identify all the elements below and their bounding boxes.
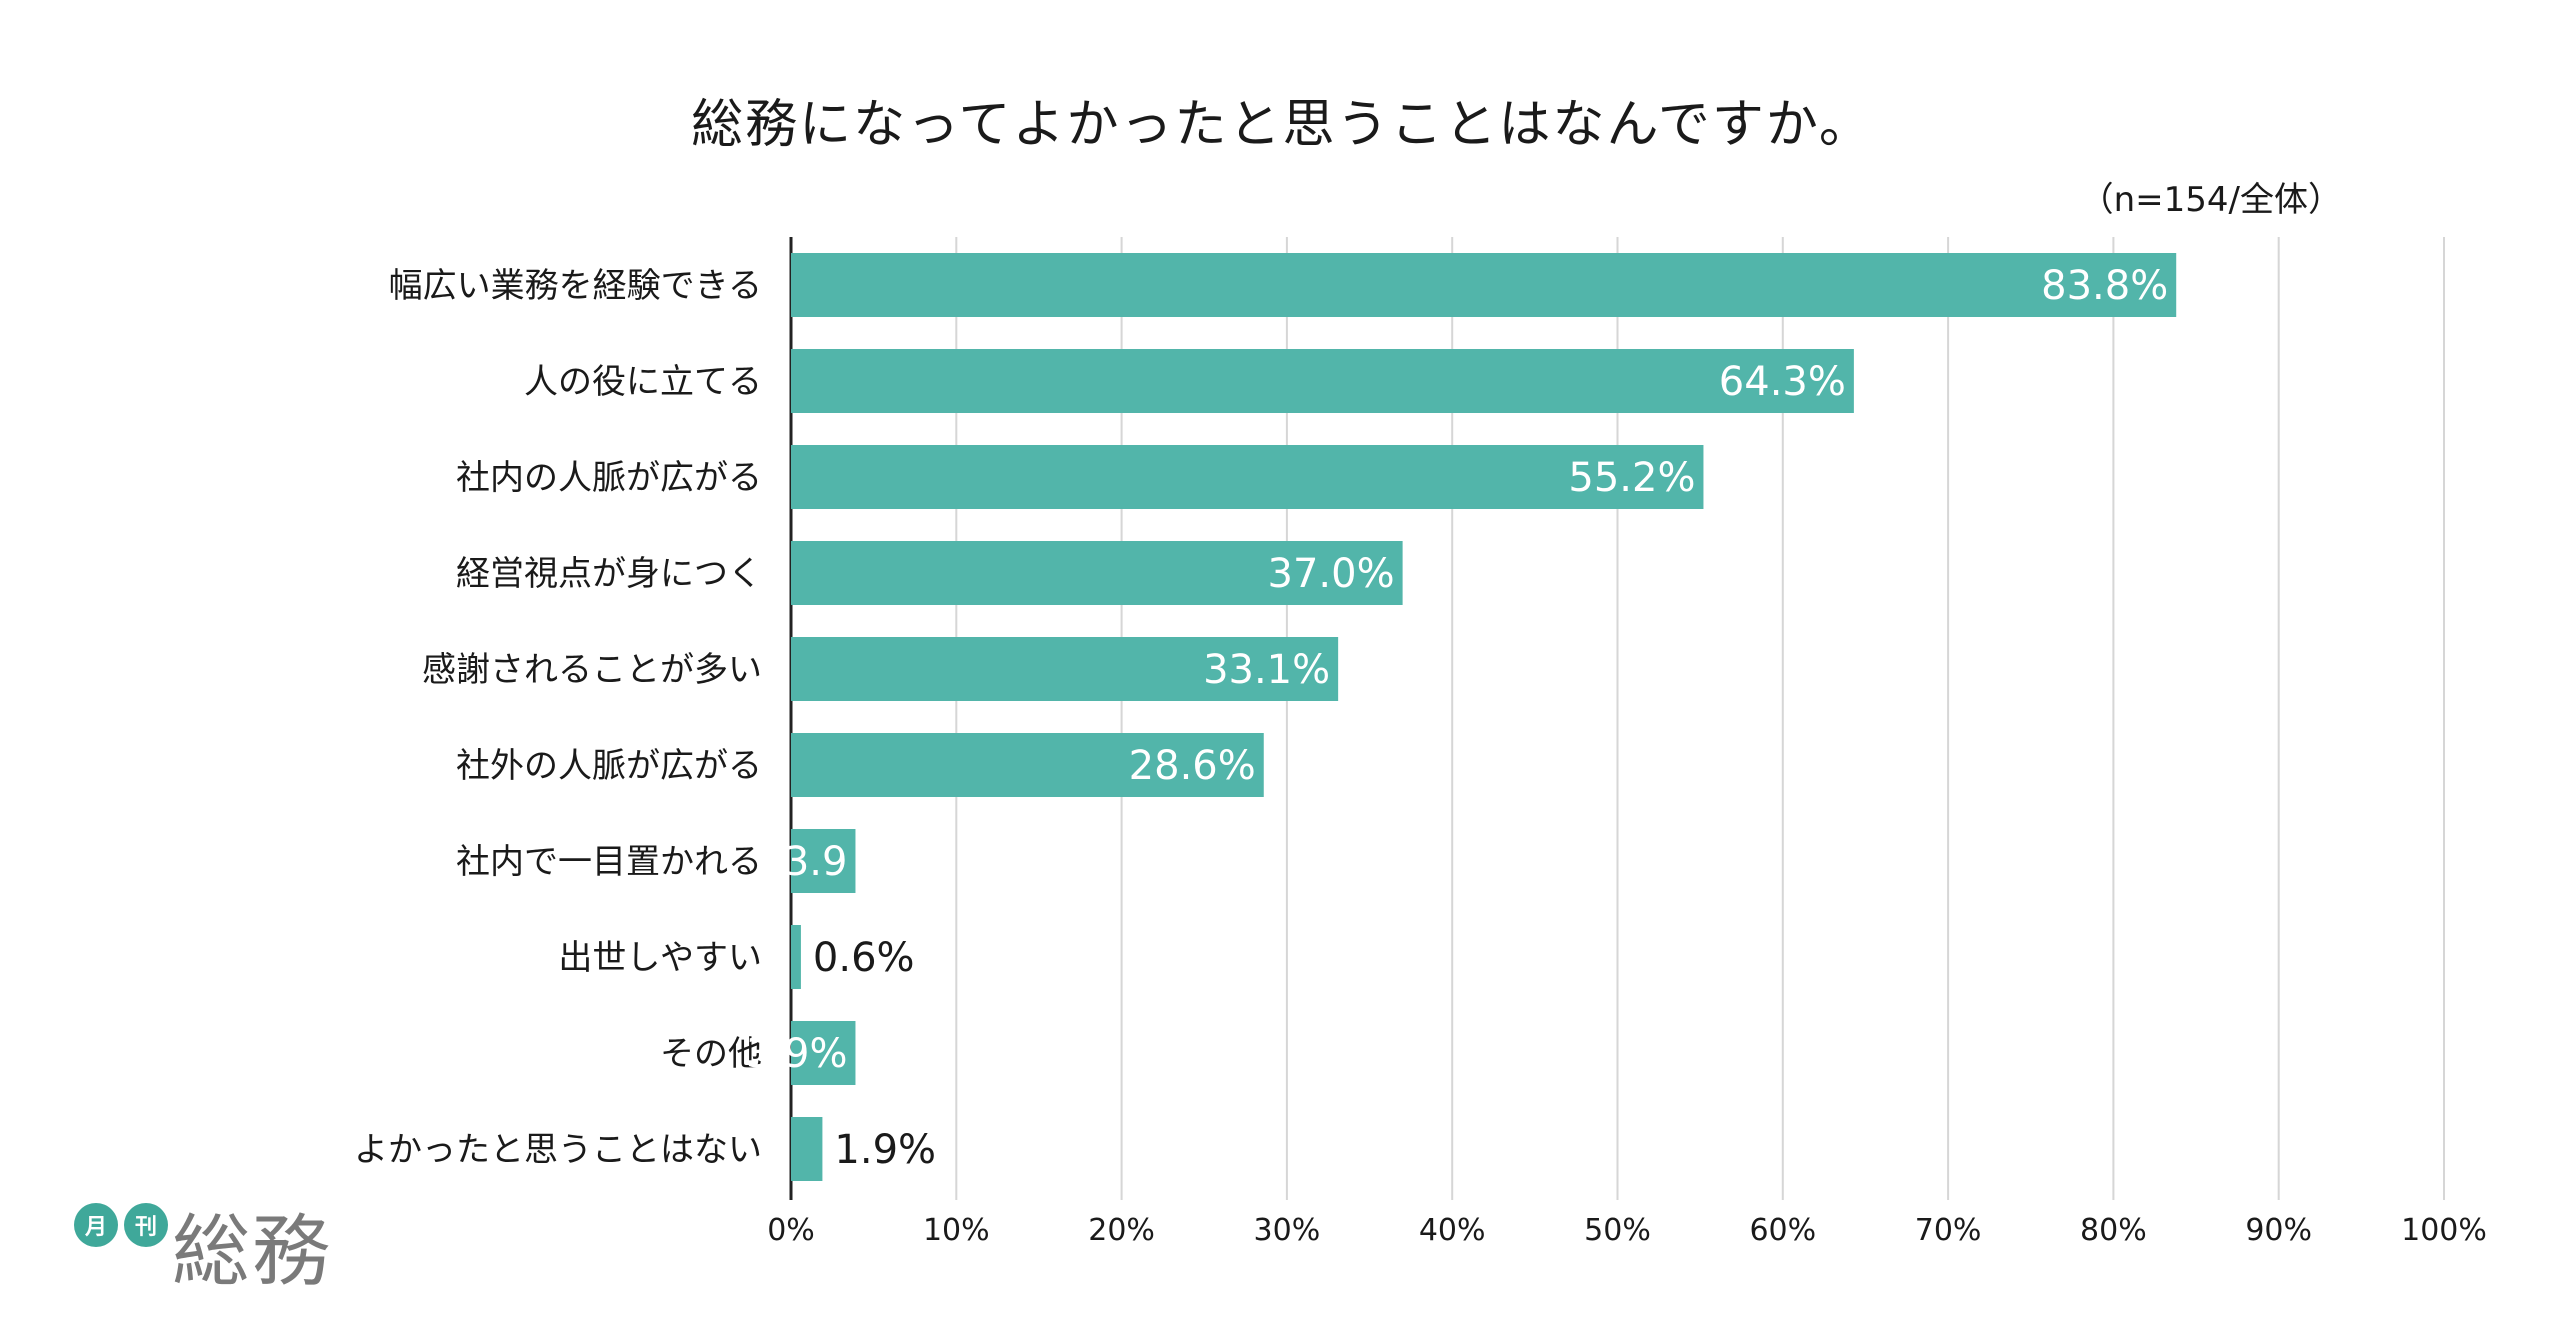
x-tick-label: 100%	[2401, 1213, 2487, 1248]
data-label: 37.0%	[1268, 551, 1395, 597]
category-label: 社外の人脈が広がる	[456, 746, 762, 786]
logo-badge-month: 月	[74, 1203, 118, 1247]
x-tick-label: 20%	[1088, 1213, 1155, 1248]
category-label: 人の役に立てる	[524, 362, 762, 402]
category-label: 社内で一目置かれる	[456, 842, 762, 882]
category-label: 幅広い業務を経験できる	[389, 266, 762, 306]
category-label: 出世しやすい	[558, 938, 762, 978]
x-tick-label: 60%	[1749, 1213, 1816, 1248]
bar	[791, 925, 801, 989]
data-label: 1.9%	[834, 1127, 936, 1173]
data-label: 0.6%	[813, 935, 915, 981]
data-label: 55.2%	[1568, 455, 1695, 501]
logo-wordmark: 総務	[172, 1207, 333, 1297]
data-label: 3.9%	[746, 1031, 848, 1077]
category-label: よかったと思うことはない	[354, 1130, 762, 1170]
sample-size-note: （n=154/全体）	[2079, 180, 2342, 220]
category-label: 経営視点が身につく	[456, 554, 762, 594]
data-label: 28.6%	[1129, 743, 1256, 789]
logo-badge-issue: 刊	[124, 1203, 168, 1247]
category-label: その他	[660, 1034, 762, 1074]
chart-title: 総務になってよかったと思うことはなんですか。	[691, 95, 1873, 155]
bar	[791, 445, 1704, 509]
x-tick-label: 40%	[1419, 1213, 1486, 1248]
bar	[791, 1117, 823, 1181]
bar	[791, 1021, 856, 1085]
category-label: 社内の人脈が広がる	[456, 458, 762, 498]
data-label: 83.8%	[2041, 263, 2168, 309]
bar	[791, 637, 1339, 701]
x-tick-label: 30%	[1254, 1213, 1321, 1248]
bar	[791, 541, 1403, 605]
data-label: 3.9	[784, 839, 848, 885]
bar	[791, 829, 856, 893]
category-label: 感謝されることが多い	[422, 650, 762, 690]
x-tick-label: 0%	[767, 1213, 815, 1248]
x-tick-label: 80%	[2080, 1213, 2147, 1248]
x-tick-label: 70%	[1915, 1213, 1982, 1248]
bar	[791, 253, 2177, 317]
x-tick-label: 10%	[923, 1213, 990, 1248]
bar	[791, 349, 1854, 413]
data-label: 64.3%	[1719, 359, 1846, 405]
x-tick-label: 50%	[1584, 1213, 1651, 1248]
x-tick-label: 90%	[2245, 1213, 2312, 1248]
bar	[791, 733, 1264, 797]
data-label: 33.1%	[1203, 647, 1330, 693]
